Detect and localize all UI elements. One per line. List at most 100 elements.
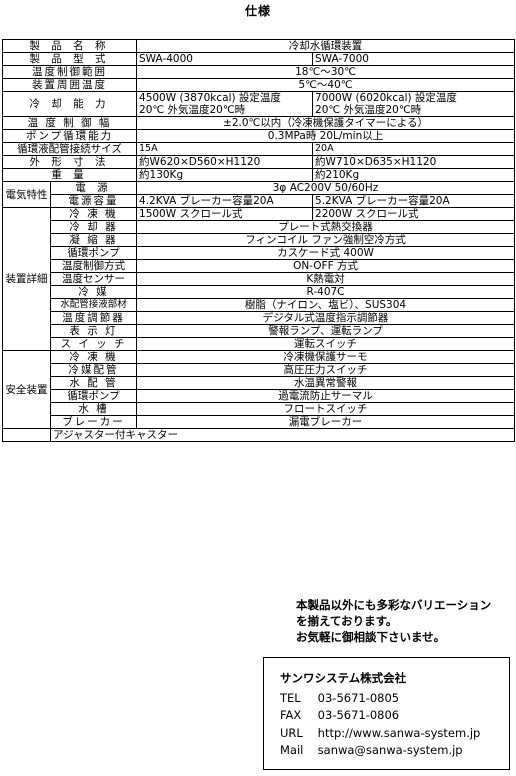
row-value-safety-compressor: 冷凍機保護サーモ bbox=[136, 350, 516, 364]
row-value-controller: デジタル式温度指示調節器 bbox=[136, 311, 516, 325]
table-row: 製 品 名 称 冷却水循環装置 bbox=[1, 39, 516, 53]
row-value-pipe-size-b: 20A bbox=[312, 142, 516, 156]
table-row: 循環ポンプ 過電流防止サーマル bbox=[3, 389, 516, 403]
row-value-pump: カスケード式 400W bbox=[136, 246, 516, 260]
row-value-safety-breaker: 漏電ブレーカー bbox=[136, 415, 516, 429]
cooling-b-line1: 7000W (6020kcal) 設定温度 bbox=[315, 92, 457, 105]
row-label-ambient: 装置周囲温度 bbox=[1, 78, 138, 92]
row-value-power-capacity-a: 4.2KVA ブレーカー容量20A bbox=[136, 194, 314, 208]
table-row: 温度制御方式 ON-OFF 方式 bbox=[3, 259, 516, 273]
row-label-cooling: 冷 却 能 力 bbox=[1, 91, 138, 117]
table-row: 製 品 型 式 SWA-4000 SWA-7000 bbox=[1, 52, 516, 66]
row-value-power-capacity-b: 5.2KVA ブレーカー容量20A bbox=[312, 194, 516, 208]
row-label-pipe-size: 循環液配管接続サイズ bbox=[1, 142, 138, 156]
table-row: 電源容量 4.2KVA ブレーカー容量20A 5.2KVA ブレーカー容量20A bbox=[3, 194, 516, 208]
row-label-safety-pump: 循環ポンプ bbox=[49, 389, 138, 403]
row-value-cooling-a: 4500W (3870kcal) 設定温度 20℃ 外気温度20℃時 bbox=[136, 91, 314, 117]
row-value-safety-tank: フロートスイッチ bbox=[136, 402, 516, 416]
table-row: 温 度 制 御 幅 ±2.0℃以内（冷凍機保護タイマーによる） bbox=[1, 116, 516, 130]
row-label-control-method: 温度制御方式 bbox=[49, 259, 138, 273]
row-footer-casters: アジャスター付キャスター bbox=[49, 428, 516, 442]
row-label-temp-width: 温 度 制 御 幅 bbox=[1, 116, 138, 130]
table-row: 装置周囲温度 5℃～40℃ bbox=[1, 78, 516, 92]
row-label-switch: ス イ ッ チ bbox=[49, 337, 138, 351]
row-label-temp-range: 温度制御範囲 bbox=[1, 65, 138, 79]
row-label-safety-water-pipe: 水 配 管 bbox=[49, 376, 138, 390]
row-label-pump: 循環ポンプ bbox=[49, 246, 138, 260]
variation-notice: 本製品以外にも多彩なバリエーション を揃えております。 お気軽に御相談下さいませ… bbox=[296, 597, 491, 645]
table-row: アジャスター付キャスター bbox=[2, 428, 516, 442]
table-row: ポンプ循環能力 0.3MPa時 20L/min以上 bbox=[1, 129, 516, 143]
row-label-pump-capacity: ポンプ循環能力 bbox=[1, 129, 138, 143]
row-value-model-a: SWA-4000 bbox=[136, 52, 314, 66]
row-label-condenser: 凝 縮 器 bbox=[49, 233, 138, 247]
contact-box: サンワシステム株式会社 TEL 03-5671-0805 FAX 03-5671… bbox=[263, 657, 510, 770]
mail-link[interactable]: sanwa@sanwa-system.jp bbox=[317, 743, 463, 757]
row-label-refrigerant: 冷 媒 bbox=[49, 285, 138, 299]
row-label-model: 製 品 型 式 bbox=[1, 52, 138, 66]
row-value-model-b: SWA-7000 bbox=[312, 52, 516, 66]
company-name: サンワシステム株式会社 bbox=[280, 671, 407, 685]
contact-url: URL http://www.sanwa-system.jp bbox=[280, 725, 509, 743]
page-title: 仕様 bbox=[244, 4, 271, 18]
row-label-wetted-parts: 水配管接液部材 bbox=[49, 298, 138, 312]
row-value-cooling-b: 7000W (6020kcal) 設定温度 20℃ 外気温度20℃時 bbox=[312, 91, 516, 117]
row-value-pump-capacity: 0.3MPa時 20L/min以上 bbox=[136, 129, 516, 143]
row-value-weight-a: 約130Kg bbox=[136, 168, 314, 182]
footer-empty-cell bbox=[2, 428, 51, 442]
row-value-ambient: 5℃～40℃ bbox=[136, 78, 516, 92]
row-value-compressor-a: 1500W スクロール式 bbox=[136, 207, 314, 221]
row-value-safety-pump: 過電流防止サーマル bbox=[136, 389, 516, 403]
row-label-sensor: 温度センサー bbox=[49, 272, 138, 286]
table-row: 冷媒配管 高圧圧力スイッチ bbox=[3, 363, 516, 377]
contact-mail: Mail sanwa@sanwa-system.jp bbox=[280, 742, 509, 760]
row-value-dimensions-b: 約W710×D635×H1120 bbox=[312, 155, 516, 169]
table-row: 水 槽 フロートスイッチ bbox=[3, 402, 516, 416]
table-row: 温度調節器 デジタル式温度指示調節器 bbox=[3, 311, 516, 325]
table-row: 冷 却 器 プレート式熱交換器 bbox=[3, 220, 516, 234]
row-value-wetted-parts: 樹脂（ナイロン、塩ビ）、SUS304 bbox=[136, 298, 516, 312]
row-value-power: 3φ AC200V 50/60Hz bbox=[136, 181, 516, 195]
group-label-details: 装置詳細 bbox=[2, 207, 51, 351]
group-label-safety: 安全装置 bbox=[2, 350, 51, 429]
row-value-sensor: K熱電対 bbox=[136, 272, 516, 286]
row-value-control-method: ON-OFF 方式 bbox=[136, 259, 516, 273]
row-value-product-name: 冷却水循環装置 bbox=[136, 39, 516, 53]
row-value-weight-b: 約210Kg bbox=[312, 168, 516, 182]
table-row: 装置詳細 冷 凍 機 1500W スクロール式 2200W スクロール式 bbox=[2, 207, 516, 351]
tel-value: 03-5671-0805 bbox=[317, 690, 400, 705]
cooling-a-line2: 20℃ 外気温度20℃時 bbox=[139, 104, 246, 116]
row-value-lamp: 警報ランプ、運転ランプ bbox=[136, 324, 516, 338]
notice-line-3: お気軽に御相談下さいませ。 bbox=[296, 630, 446, 644]
fax-label: FAX bbox=[280, 708, 302, 722]
table-row: 重 量 約130Kg 約210Kg bbox=[1, 168, 516, 182]
cooling-b-line2: 20℃ 外気温度20℃時 bbox=[315, 104, 422, 116]
url-link[interactable]: http://www.sanwa-system.jp bbox=[317, 725, 481, 740]
row-label-dimensions: 外 形 寸 法 bbox=[1, 155, 138, 169]
mail-label: Mail bbox=[280, 743, 304, 757]
contact-tel: TEL 03-5671-0805 bbox=[280, 690, 509, 708]
table-row: 冷 媒 R-407C bbox=[3, 285, 516, 299]
fax-value: 03-5671-0806 bbox=[317, 708, 400, 722]
row-value-refrigerant: R-407C bbox=[136, 285, 516, 299]
row-value-dimensions-a: 約W620×D560×H1120 bbox=[136, 155, 314, 169]
row-label-product-name: 製 品 名 称 bbox=[1, 39, 138, 53]
row-label-safety-compressor: 冷 凍 機 bbox=[49, 350, 138, 364]
row-label-lamp: 表 示 灯 bbox=[49, 324, 138, 338]
row-label-power: 電 源 bbox=[49, 181, 138, 195]
notice-line-1: 本製品以外にも多彩なバリエーション bbox=[296, 598, 492, 612]
row-value-cooler: プレート式熱交換器 bbox=[136, 220, 516, 234]
tel-label: TEL bbox=[280, 690, 301, 705]
row-label-safety-breaker: ブレーカー bbox=[49, 415, 138, 429]
row-value-safety-water-pipe: 水温異常警報 bbox=[136, 376, 516, 390]
row-value-temp-range: 18℃～30℃ bbox=[136, 65, 516, 79]
contact-fax: FAX 03-5671-0806 bbox=[280, 707, 509, 725]
table-row: 水 配 管 水温異常警報 bbox=[3, 376, 516, 390]
table-row: 水配管接液部材 樹脂（ナイロン、塩ビ）、SUS304 bbox=[3, 298, 516, 312]
row-label-safety-tank: 水 槽 bbox=[49, 402, 138, 416]
group-label-electrical: 電気特性 bbox=[2, 181, 51, 208]
row-label-weight: 重 量 bbox=[1, 168, 138, 182]
row-value-switch: 運転スイッチ bbox=[136, 337, 516, 351]
row-label-controller: 温度調節器 bbox=[49, 311, 138, 325]
table-row: 温度センサー K熱電対 bbox=[3, 272, 516, 286]
